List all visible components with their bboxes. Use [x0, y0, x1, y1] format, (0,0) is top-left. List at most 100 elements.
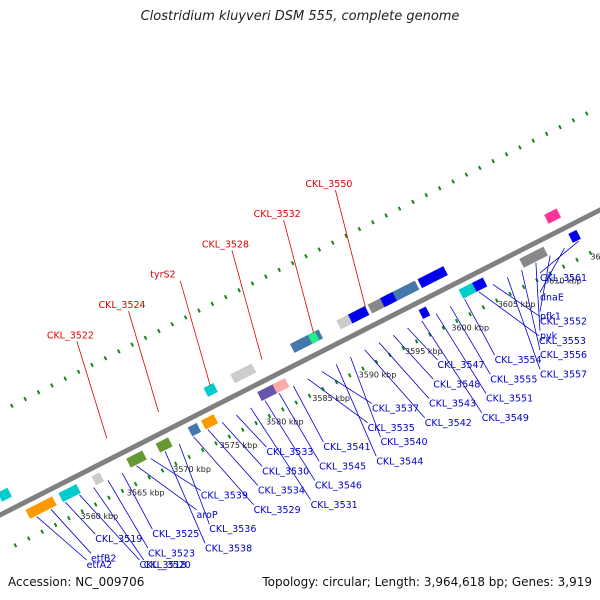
label-line — [364, 349, 426, 419]
label-line — [164, 451, 206, 544]
track-dot — [454, 318, 459, 324]
label-line — [79, 494, 140, 561]
gene-label: CKL_3528 — [202, 239, 249, 250]
track-dot — [330, 240, 335, 245]
track-dot — [277, 267, 282, 273]
track-dot — [414, 339, 419, 344]
gene-label: CKL_3524 — [99, 300, 146, 311]
track-dot — [67, 515, 71, 521]
label-line — [435, 313, 487, 394]
gene-block — [472, 277, 488, 292]
label-line — [449, 306, 491, 375]
label-line — [50, 509, 92, 554]
label-line — [264, 400, 316, 481]
label-line — [178, 443, 210, 525]
label-line — [236, 414, 267, 448]
track-dot — [26, 536, 31, 541]
gene-block — [519, 246, 548, 268]
track-dot — [237, 288, 241, 293]
track-dot — [40, 529, 44, 534]
track-dot — [321, 386, 325, 392]
track-dot — [558, 124, 562, 130]
track-dot — [521, 284, 526, 290]
gene-label: CKL_3557 — [540, 369, 587, 380]
track-dot — [491, 158, 495, 164]
gene-label: CKL_3533 — [266, 447, 313, 458]
genome-backbone — [0, 207, 600, 518]
track-dot — [317, 247, 322, 252]
label-line — [334, 189, 366, 307]
gene-label: CKL_3554 — [495, 355, 542, 366]
track-dot — [223, 294, 228, 300]
track-dot — [494, 298, 499, 303]
gene-label: CKL_3525 — [152, 529, 199, 540]
gene-features — [0, 208, 600, 519]
gene-label: CKL_3561 — [540, 273, 587, 284]
track-dot — [264, 274, 268, 279]
gene-label: CKL_3550 — [305, 179, 352, 190]
track-dot — [130, 342, 134, 347]
label-line — [283, 220, 315, 334]
track-dot — [508, 291, 512, 297]
gene-label: CKL_3540 — [380, 437, 427, 448]
label-line — [350, 356, 381, 438]
gene-label: CKL_3532 — [254, 209, 301, 220]
gene-label: CKL_3553 — [539, 336, 586, 347]
track-dot — [250, 281, 255, 286]
label-line — [293, 385, 324, 443]
track-dot — [428, 332, 432, 337]
track-dot — [93, 502, 98, 507]
gene-label: CKL_3529 — [254, 505, 301, 516]
track-dot — [374, 359, 379, 365]
track-dot — [147, 475, 151, 480]
label-line — [76, 341, 108, 439]
track-dot — [518, 145, 522, 150]
gene-labels: CKL_3561dnaEpfk1pykCKL_3556CKL_3557CKL_3… — [47, 179, 587, 571]
tick-label: 3585 kbp — [312, 394, 350, 403]
track-dot — [401, 345, 405, 351]
track-dot — [13, 543, 18, 548]
label-line — [150, 458, 202, 491]
tick-label: 3575 kbp — [220, 441, 258, 450]
track-dot — [371, 220, 375, 225]
label-line — [250, 407, 311, 501]
tick-label: 3615 kbp — [590, 253, 600, 262]
gene-block — [25, 496, 57, 519]
track-dot — [116, 349, 121, 354]
label-line — [478, 291, 540, 337]
track-dot — [357, 226, 362, 232]
label-line — [321, 371, 373, 404]
track-dot — [170, 321, 175, 327]
gene-label: CKL_3518 — [139, 560, 186, 571]
gene-label: dnaE — [540, 292, 564, 303]
gene-label: CKL_3545 — [319, 461, 366, 472]
track-dot — [227, 434, 232, 439]
gene-label: CKL_3551 — [486, 394, 533, 405]
gene-block — [347, 305, 370, 324]
track-dot — [50, 383, 54, 388]
gene-block — [307, 331, 320, 344]
gene-block — [126, 450, 147, 468]
track-dot — [504, 152, 509, 157]
track-dot — [344, 233, 348, 239]
track-dot — [464, 172, 469, 177]
track-dot — [334, 379, 339, 385]
tick-label: 3565 kbp — [127, 488, 165, 497]
label-line — [539, 255, 551, 312]
gene-block — [91, 472, 104, 486]
label-line — [392, 335, 434, 380]
track-dot — [103, 355, 108, 361]
gene-label: CKL_3520 — [144, 560, 191, 571]
label-line — [231, 250, 263, 360]
track-dot — [63, 376, 68, 381]
track-dot — [481, 305, 486, 310]
gene-label: CKL_3519 — [95, 534, 142, 545]
track-dot — [160, 468, 165, 473]
gene-label: pyk — [540, 331, 558, 342]
gene-block — [417, 266, 448, 289]
label-line — [464, 298, 495, 356]
track-dot — [214, 441, 218, 446]
track-dot — [143, 335, 148, 341]
track-dot — [197, 308, 201, 313]
